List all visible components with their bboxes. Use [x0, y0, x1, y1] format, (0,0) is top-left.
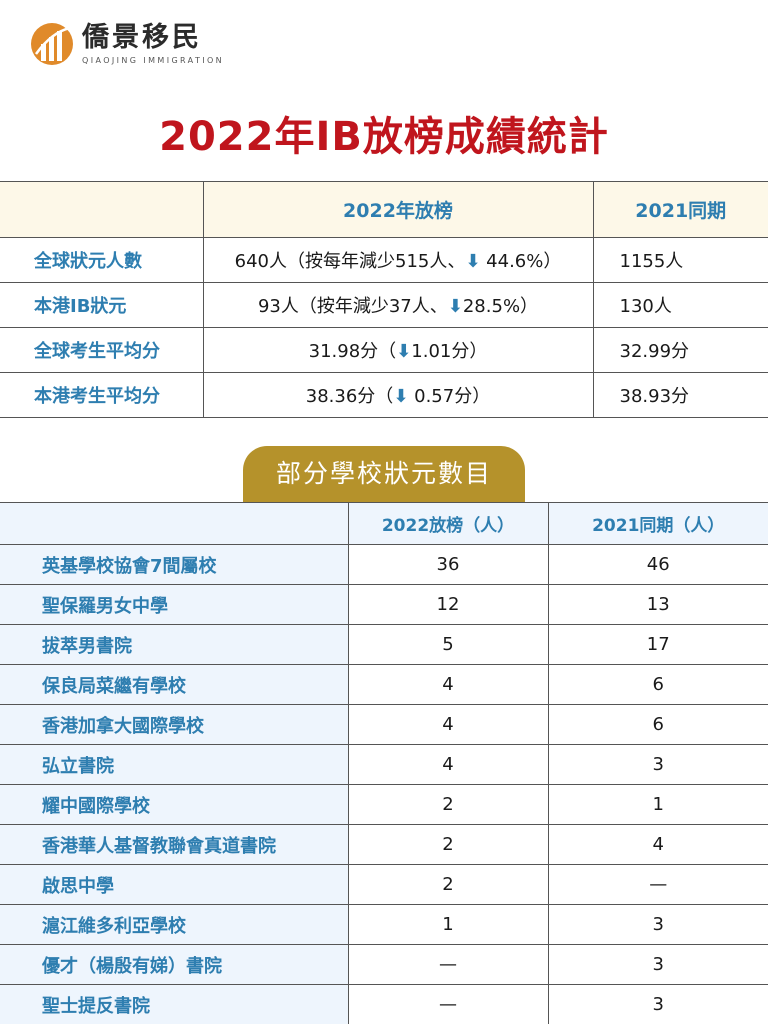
down-arrow-icon: ⬇ [447, 296, 463, 317]
table-row: 香港華人基督教聯會真道書院 2 4 [0, 824, 768, 865]
summary-value-2021: 130人 [592, 282, 768, 328]
count-2021: 17 [547, 624, 768, 665]
summary-value-2022: 38.36分（⬇ 0.57分） [202, 372, 594, 418]
schools-header-2022: 2022放榜（人） [347, 502, 549, 545]
table-row: 優才（楊殷有娣）書院 —3 [0, 944, 768, 985]
school-name: 保良局菜繼有學校 [0, 664, 349, 705]
count-2022: 12 [347, 584, 549, 625]
schools-header-2021: 2021同期（人） [547, 502, 768, 545]
count-2021: 3 [547, 904, 768, 945]
summary-header-blank [0, 181, 204, 238]
table-row: 聖士提反書院 —3 [0, 984, 768, 1024]
count-2022: 2 [347, 824, 549, 865]
school-name: 耀中國際學校 [0, 784, 349, 825]
count-2021: 1 [547, 784, 768, 825]
table-row: 保良局菜繼有學校 4 6 [0, 664, 768, 705]
summary-value-2022: 31.98分（⬇1.01分） [202, 327, 594, 373]
schools-table: 2022放榜（人） 2021同期（人） 英基學校協會7間屬校 36 46 聖保羅男女… [0, 502, 768, 1024]
school-name: 香港華人基督教聯會真道書院 [0, 824, 349, 865]
summary-row: 全球考生平均分 31.98分（⬇1.01分） 32.99分 [0, 327, 768, 373]
school-name: 聖士提反書院 [0, 984, 349, 1024]
count-2021: 4 [547, 824, 768, 865]
summary-value-2021: 32.99分 [592, 327, 768, 373]
schools-header-row: 2022放榜（人） 2021同期（人） [0, 502, 768, 545]
school-name: 弘立書院 [0, 744, 349, 785]
summary-row: 本港IB狀元 93人（按年減少37人、⬇28.5%） 130人 [0, 282, 768, 328]
table-row: 啟思中學 2— [0, 864, 768, 905]
value-text: 1.01分） [411, 341, 488, 362]
logo-mark-icon [30, 22, 74, 66]
summary-header-2022: 2022年放榜 [202, 181, 594, 238]
value-text: 640人（按每年減少515人、 [234, 251, 466, 272]
count-2021: 6 [547, 704, 768, 745]
table-row: 英基學校協會7間屬校 36 46 [0, 544, 768, 585]
count-2021: 13 [547, 584, 768, 625]
down-arrow-icon: ⬇ [465, 251, 481, 272]
summary-label: 全球考生平均分 [0, 327, 204, 373]
school-name: 滬江維多利亞學校 [0, 904, 349, 945]
school-name: 聖保羅男女中學 [0, 584, 349, 625]
schools-header-blank [0, 502, 349, 545]
school-name: 拔萃男書院 [0, 624, 349, 665]
logo-text: 僑景移民 QIAOJING IMMIGRATION [82, 22, 225, 66]
school-name: 優才（楊殷有娣）書院 [0, 944, 349, 985]
count-2022: 4 [347, 664, 549, 705]
count-2021: 3 [547, 984, 768, 1024]
summary-table: 2022年放榜 2021同期 全球狀元人數 640人（按每年減少515人、⬇ 4… [0, 181, 768, 418]
count-2022: — [347, 984, 549, 1024]
count-2021: 6 [547, 664, 768, 705]
summary-header-row: 2022年放榜 2021同期 [0, 181, 768, 238]
count-2022: 4 [347, 704, 549, 745]
summary-value-2022: 640人（按每年減少515人、⬇ 44.6%） [202, 237, 594, 283]
down-arrow-icon: ⬇ [393, 386, 409, 407]
school-name: 香港加拿大國際學校 [0, 704, 349, 745]
school-name: 英基學校協會7間屬校 [0, 544, 349, 585]
summary-header-2021: 2021同期 [592, 181, 768, 238]
brand-logo: 僑景移民 QIAOJING IMMIGRATION [30, 22, 224, 66]
down-arrow-icon: ⬇ [396, 341, 412, 362]
summary-value-2021: 38.93分 [592, 372, 768, 418]
table-row: 香港加拿大國際學校 4 6 [0, 704, 768, 745]
value-text: 0.57分） [408, 386, 491, 407]
value-text: 38.36分（ [305, 386, 394, 407]
count-2021: 3 [547, 944, 768, 985]
summary-value-2021: 1155人 [592, 237, 768, 283]
table-row: 拔萃男書院 5 17 [0, 624, 768, 665]
count-2022: 2 [347, 864, 549, 905]
count-2022: 2 [347, 784, 549, 825]
count-2022: 4 [347, 744, 549, 785]
brand-name-cn: 僑景移民 [82, 22, 202, 53]
value-text: 28.5%） [462, 296, 539, 317]
count-2022: 5 [347, 624, 549, 665]
summary-label: 本港IB狀元 [0, 282, 204, 328]
brand-name-en: QIAOJING IMMIGRATION [82, 56, 225, 65]
section-badge: 部分學校狀元數目 [243, 446, 525, 502]
summary-label: 本港考生平均分 [0, 372, 204, 418]
page-title: 2022年IB放榜成績統計 [159, 114, 609, 160]
value-text: 31.98分（ [308, 341, 397, 362]
table-row: 耀中國際學校 2 1 [0, 784, 768, 825]
count-2021: — [547, 864, 768, 905]
summary-label: 全球狀元人數 [0, 237, 204, 283]
table-row: 弘立書院 4 3 [0, 744, 768, 785]
count-2022: 1 [347, 904, 549, 945]
value-text: 44.6%） [480, 251, 562, 272]
summary-row: 全球狀元人數 640人（按每年減少515人、⬇ 44.6%） 1155人 [0, 237, 768, 283]
value-text: 93人（按年減少37人、 [257, 296, 448, 317]
count-2022: — [347, 944, 549, 985]
count-2021: 46 [547, 544, 768, 585]
table-row: 聖保羅男女中學 12 13 [0, 584, 768, 625]
count-2022: 36 [347, 544, 549, 585]
school-name: 啟思中學 [0, 864, 349, 905]
summary-value-2022: 93人（按年減少37人、⬇28.5%） [202, 282, 594, 328]
summary-row: 本港考生平均分 38.36分（⬇ 0.57分） 38.93分 [0, 372, 768, 418]
count-2021: 3 [547, 744, 768, 785]
table-row: 滬江維多利亞學校 1 3 [0, 904, 768, 945]
